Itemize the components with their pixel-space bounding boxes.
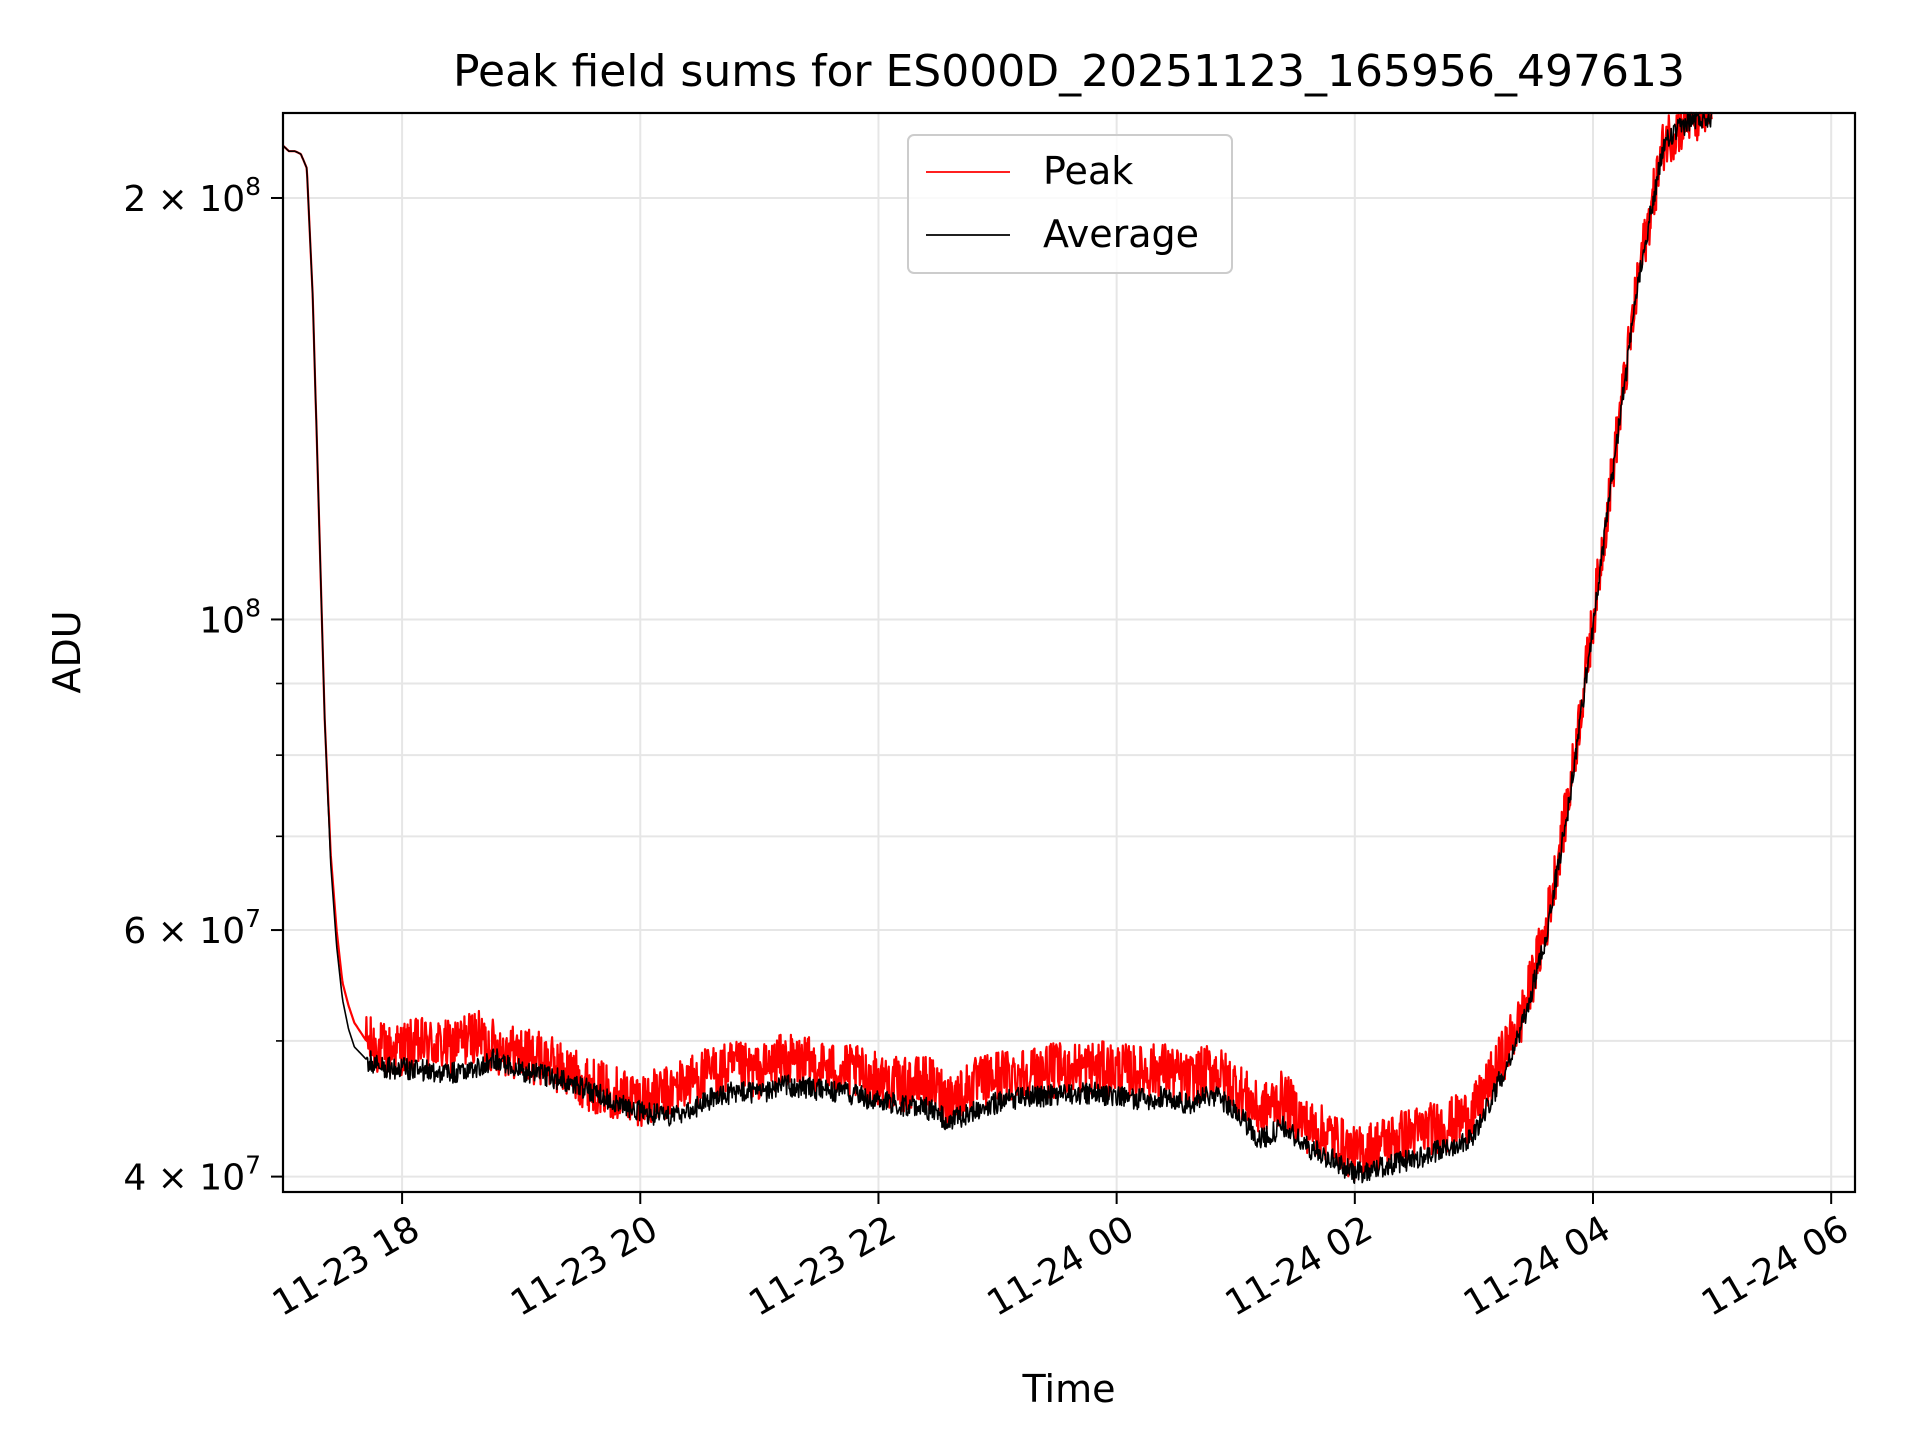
y-tick-exponent: 7 (245, 1151, 261, 1180)
legend-label-average: Average (1043, 212, 1199, 256)
average-series-line (282, 112, 1713, 1184)
y-tick-label: 2 × 108 (123, 172, 261, 220)
y-tick-mantissa: 6 × 10 (123, 911, 245, 952)
y-axis-label: ADU (45, 610, 89, 693)
legend: Peak Average (907, 134, 1233, 274)
chart-title: Peak field sums for ES000D_20251123_1659… (453, 46, 1685, 97)
y-tick-label: 108 (199, 593, 261, 641)
y-tick-mantissa: 2 × 10 (123, 179, 245, 220)
plot-area (283, 113, 1855, 1192)
y-tick-label: 4 × 107 (123, 1151, 261, 1199)
legend-label-peak: Peak (1043, 149, 1133, 193)
x-axis-label: Time (1022, 1367, 1116, 1411)
y-tick-exponent: 8 (245, 593, 261, 622)
legend-box (907, 134, 1233, 274)
y-tick-exponent: 7 (245, 904, 261, 933)
y-tick-mantissa: 10 (199, 600, 245, 641)
y-tick-mantissa: 4 × 10 (123, 1158, 245, 1199)
series-layer (282, 111, 1713, 1184)
peak-series-line (282, 111, 1713, 1182)
y-tick-label: 6 × 107 (123, 904, 261, 952)
y-tick-exponent: 8 (245, 172, 261, 201)
plot-frame (281, 111, 1857, 1194)
